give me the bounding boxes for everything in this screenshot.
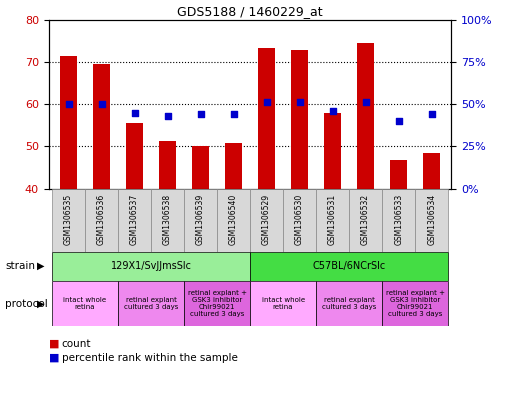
Bar [423, 153, 440, 189]
Point [362, 99, 370, 106]
Bar [259, 48, 275, 189]
Text: GSM1306531: GSM1306531 [328, 194, 337, 245]
Bar [118, 281, 184, 326]
Bar [382, 281, 448, 326]
Text: GSM1306538: GSM1306538 [163, 194, 172, 245]
Text: GSM1306537: GSM1306537 [130, 194, 139, 245]
Bar [184, 281, 250, 326]
Text: ▶: ▶ [37, 299, 45, 309]
Title: GDS5188 / 1460229_at: GDS5188 / 1460229_at [177, 6, 323, 18]
Point [196, 111, 205, 118]
Text: strain: strain [5, 261, 35, 271]
Text: GSM1306533: GSM1306533 [394, 194, 403, 245]
Text: GSM1306529: GSM1306529 [262, 194, 271, 245]
Point [164, 113, 172, 119]
Bar [324, 112, 341, 189]
Bar [52, 281, 118, 326]
Point [130, 109, 139, 116]
Text: 129X1/SvJJmsSlc: 129X1/SvJJmsSlc [111, 261, 191, 271]
Text: percentile rank within the sample: percentile rank within the sample [62, 353, 238, 363]
Bar [85, 189, 118, 252]
Bar [192, 145, 209, 189]
Bar [250, 252, 448, 281]
Text: ▶: ▶ [37, 261, 45, 271]
Text: GSM1306534: GSM1306534 [427, 194, 436, 245]
Text: GSM1306532: GSM1306532 [361, 194, 370, 245]
Point [328, 108, 337, 114]
Text: GSM1306540: GSM1306540 [229, 194, 238, 245]
Text: intact whole
retina: intact whole retina [262, 297, 305, 310]
Point [65, 101, 73, 107]
Bar [93, 64, 110, 189]
Bar [250, 281, 316, 326]
Text: retinal explant +
GSK3 inhibitor
Chir99021
cultured 3 days: retinal explant + GSK3 inhibitor Chir990… [188, 290, 247, 317]
Bar [415, 189, 448, 252]
Text: ■: ■ [49, 339, 59, 349]
Text: GSM1306535: GSM1306535 [64, 194, 73, 245]
Bar [217, 189, 250, 252]
Bar [151, 189, 184, 252]
Text: count: count [62, 339, 91, 349]
Point [295, 99, 304, 106]
Text: retinal explant
cultured 3 days: retinal explant cultured 3 days [124, 297, 178, 310]
Text: C57BL/6NCrSlc: C57BL/6NCrSlc [312, 261, 386, 271]
Text: GSM1306536: GSM1306536 [97, 194, 106, 245]
Point [263, 99, 271, 106]
Point [97, 101, 106, 107]
Bar [283, 189, 316, 252]
Bar [126, 123, 143, 189]
Text: GSM1306539: GSM1306539 [196, 194, 205, 245]
Bar [250, 189, 283, 252]
Bar [316, 189, 349, 252]
Point [229, 111, 238, 118]
Bar [390, 160, 407, 189]
Point [427, 111, 436, 118]
Point [394, 118, 403, 124]
Text: ■: ■ [49, 353, 59, 363]
Bar [358, 43, 374, 189]
Bar [61, 55, 77, 189]
Bar [52, 252, 250, 281]
Text: intact whole
retina: intact whole retina [64, 297, 107, 310]
Bar [52, 189, 85, 252]
Text: retinal explant
cultured 3 days: retinal explant cultured 3 days [322, 297, 377, 310]
Bar [118, 189, 151, 252]
Bar [160, 141, 176, 189]
Bar [382, 189, 415, 252]
Bar [291, 50, 308, 189]
Bar [316, 281, 382, 326]
Text: protocol: protocol [5, 299, 48, 309]
Text: retinal explant +
GSK3 inhibitor
Chir99021
cultured 3 days: retinal explant + GSK3 inhibitor Chir990… [386, 290, 445, 317]
Bar [184, 189, 217, 252]
Bar [225, 143, 242, 189]
Text: GSM1306530: GSM1306530 [295, 194, 304, 245]
Bar [349, 189, 382, 252]
